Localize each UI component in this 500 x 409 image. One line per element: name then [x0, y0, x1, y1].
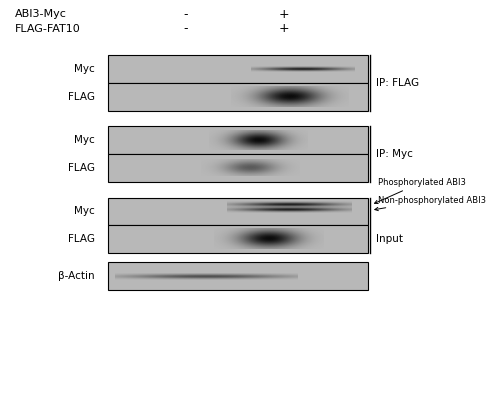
Bar — [108, 55, 368, 83]
Text: β-Actin: β-Actin — [58, 272, 95, 281]
Bar — [108, 126, 368, 154]
Text: Non-phosphorylated ABI3: Non-phosphorylated ABI3 — [375, 196, 486, 211]
Text: IP: Myc: IP: Myc — [376, 149, 413, 159]
Bar — [108, 154, 368, 182]
Text: FLAG: FLAG — [68, 92, 95, 102]
Text: Myc: Myc — [74, 207, 95, 216]
Bar — [108, 225, 368, 253]
Text: ABI3-Myc: ABI3-Myc — [15, 9, 67, 19]
Text: FLAG: FLAG — [68, 234, 95, 244]
Text: +: + — [279, 22, 289, 35]
Text: Input: Input — [376, 234, 403, 244]
Text: FLAG-FAT10: FLAG-FAT10 — [15, 24, 81, 34]
Bar — [108, 263, 368, 290]
Bar — [108, 83, 368, 111]
Text: -: - — [183, 8, 188, 21]
Bar — [108, 198, 368, 225]
Text: +: + — [279, 8, 289, 21]
Text: Myc: Myc — [74, 135, 95, 145]
Text: FLAG: FLAG — [68, 163, 95, 173]
Text: IP: FLAG: IP: FLAG — [376, 78, 419, 88]
Text: Phosphorylated ABI3: Phosphorylated ABI3 — [374, 178, 466, 204]
Text: -: - — [183, 22, 188, 35]
Text: Myc: Myc — [74, 64, 95, 74]
